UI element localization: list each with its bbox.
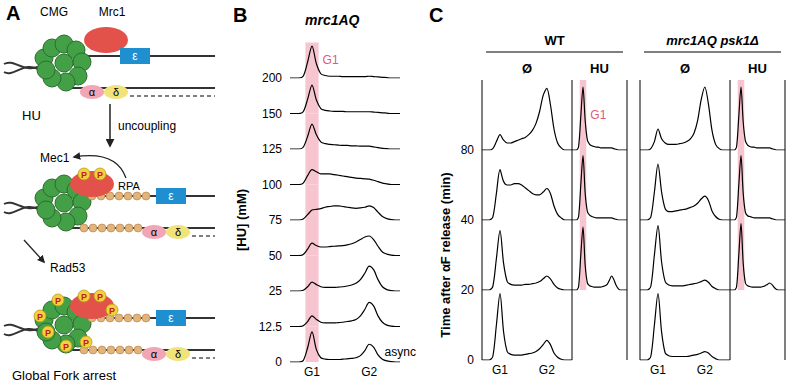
svg-text:75: 75 [269, 213, 283, 227]
svg-text:150: 150 [262, 107, 282, 121]
svg-text:α: α [151, 226, 158, 238]
svg-text:G2: G2 [697, 363, 713, 377]
svg-text:200: 200 [262, 71, 282, 85]
svg-text:P: P [97, 170, 103, 180]
svg-text:40: 40 [461, 213, 475, 227]
svg-text:Ø: Ø [680, 61, 690, 76]
svg-text:G1: G1 [590, 108, 606, 122]
svg-text:125: 125 [262, 142, 282, 156]
svg-text:G2: G2 [361, 365, 377, 379]
svg-text:P: P [83, 338, 89, 348]
svg-text:C: C [429, 4, 443, 26]
svg-text:α: α [89, 86, 96, 98]
svg-text:G1: G1 [304, 365, 320, 379]
svg-text:Rad53: Rad53 [50, 261, 86, 275]
svg-text:P: P [81, 292, 87, 302]
svg-text:Ø: Ø [522, 61, 532, 76]
svg-text:uncoupling: uncoupling [118, 119, 176, 133]
svg-text:12.5: 12.5 [259, 320, 283, 334]
svg-text:mrc1AQ psk1Δ: mrc1AQ psk1Δ [666, 33, 759, 48]
svg-text:G1: G1 [492, 363, 508, 377]
svg-text:B: B [233, 4, 247, 26]
svg-text:δ: δ [175, 348, 181, 360]
svg-text:ε: ε [168, 189, 174, 203]
svg-text:CMG: CMG [40, 5, 68, 19]
svg-text:P: P [63, 342, 69, 352]
svg-text:[HU] (mM): [HU] (mM) [234, 189, 249, 251]
svg-text:ε: ε [168, 311, 174, 325]
svg-text:δ: δ [113, 86, 119, 98]
svg-text:ε: ε [132, 49, 138, 63]
svg-text:P: P [81, 170, 87, 180]
svg-text:100: 100 [262, 178, 282, 192]
svg-text:P: P [97, 292, 103, 302]
svg-text:Mec1: Mec1 [40, 151, 70, 165]
svg-text:α: α [151, 348, 158, 360]
svg-text:80: 80 [461, 143, 475, 157]
svg-text:HU: HU [590, 61, 609, 76]
svg-text:G1: G1 [323, 53, 339, 67]
svg-text:0: 0 [467, 353, 474, 367]
svg-text:25: 25 [269, 284, 283, 298]
svg-text:WT: WT [544, 33, 564, 48]
svg-text:Time after αF release (min): Time after αF release (min) [438, 172, 453, 337]
svg-text:Mrc1: Mrc1 [99, 5, 126, 19]
svg-text:G1: G1 [650, 363, 666, 377]
svg-text:0: 0 [275, 355, 282, 369]
svg-text:P: P [37, 312, 43, 322]
svg-text:P: P [55, 296, 61, 306]
svg-text:P: P [109, 306, 115, 316]
svg-text:RPA: RPA [118, 180, 140, 192]
svg-text:HU: HU [748, 61, 767, 76]
svg-text:20: 20 [461, 283, 475, 297]
svg-text:Global Fork arrest: Global Fork arrest [12, 368, 116, 383]
svg-text:mrc1AQ: mrc1AQ [305, 12, 360, 28]
svg-text:P: P [45, 328, 51, 338]
svg-text:δ: δ [175, 226, 181, 238]
svg-text:A: A [6, 2, 20, 24]
svg-text:HU: HU [22, 108, 41, 123]
svg-text:G2: G2 [539, 363, 555, 377]
svg-text:async: async [385, 345, 416, 359]
svg-text:50: 50 [269, 249, 283, 263]
